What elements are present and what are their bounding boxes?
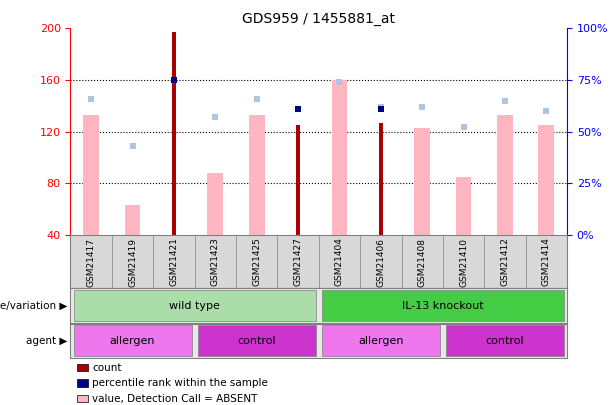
Bar	[332, 80, 348, 235]
Text: GSM21427: GSM21427	[294, 237, 303, 286]
Bar	[249, 115, 265, 235]
Bar	[124, 205, 140, 235]
Bar	[446, 325, 564, 356]
Text: GSM21425: GSM21425	[252, 237, 261, 286]
Text: GSM21406: GSM21406	[376, 237, 386, 286]
Bar	[172, 32, 176, 235]
Text: allergen: allergen	[110, 336, 155, 346]
Title: GDS959 / 1455881_at: GDS959 / 1455881_at	[242, 12, 395, 26]
Bar	[497, 115, 513, 235]
Bar	[322, 290, 564, 321]
Bar	[538, 125, 554, 235]
Text: count: count	[92, 363, 121, 373]
Text: value, Detection Call = ABSENT: value, Detection Call = ABSENT	[92, 394, 257, 403]
Text: control: control	[485, 336, 524, 346]
Text: agent ▶: agent ▶	[26, 336, 67, 346]
Bar	[74, 290, 316, 321]
Text: GSM21404: GSM21404	[335, 237, 344, 286]
Bar	[207, 173, 223, 235]
Text: IL-13 knockout: IL-13 knockout	[402, 301, 484, 311]
Bar	[379, 123, 383, 235]
Text: wild type: wild type	[169, 301, 220, 311]
Text: GSM21412: GSM21412	[500, 237, 509, 286]
Bar	[455, 177, 471, 235]
Bar	[83, 115, 99, 235]
Bar	[198, 325, 316, 356]
Text: GSM21421: GSM21421	[169, 237, 178, 286]
Text: GSM21410: GSM21410	[459, 237, 468, 286]
Text: GSM21419: GSM21419	[128, 237, 137, 286]
Bar	[322, 325, 440, 356]
Text: allergen: allergen	[358, 336, 403, 346]
Bar	[296, 125, 300, 235]
Text: control: control	[237, 336, 276, 346]
Text: genotype/variation ▶: genotype/variation ▶	[0, 301, 67, 311]
Bar	[74, 325, 191, 356]
Text: GSM21417: GSM21417	[86, 237, 96, 286]
Text: GSM21408: GSM21408	[417, 237, 427, 286]
Text: percentile rank within the sample: percentile rank within the sample	[92, 378, 268, 388]
Bar	[414, 128, 430, 235]
Text: GSM21414: GSM21414	[542, 237, 551, 286]
Text: GSM21423: GSM21423	[211, 237, 220, 286]
